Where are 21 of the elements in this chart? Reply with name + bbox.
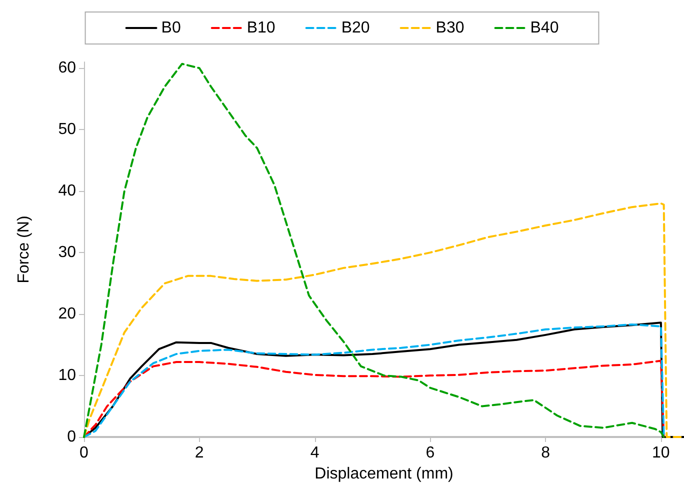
legend-label: B30 — [436, 20, 464, 36]
x-tick-label: 4 — [310, 444, 320, 462]
x-axis-title: Displacement (mm) — [314, 465, 454, 482]
legend-label: B10 — [246, 20, 276, 36]
y-axis-title: Force (N) — [16, 216, 32, 284]
x-tick-label: 8 — [541, 444, 550, 462]
y-tick-label: 10 — [58, 367, 76, 384]
x-tick-label: 0 — [80, 444, 89, 462]
y-tick-label: 60 — [58, 60, 76, 77]
legend-label: B40 — [530, 20, 559, 36]
x-tick-label: 2 — [194, 444, 204, 462]
y-tick-label: 50 — [58, 121, 76, 138]
x-tick-label: 10 — [652, 444, 670, 462]
y-tick-label: 20 — [58, 306, 76, 323]
y-tick-label: 0 — [67, 428, 76, 446]
line-series — [83, 360, 665, 438]
legend-label: B0 — [161, 20, 181, 36]
y-tick-label: 40 — [58, 182, 76, 200]
x-tick-label: 6 — [426, 444, 435, 462]
legend-label: B20 — [341, 20, 370, 36]
y-tick-label: 30 — [58, 244, 76, 262]
